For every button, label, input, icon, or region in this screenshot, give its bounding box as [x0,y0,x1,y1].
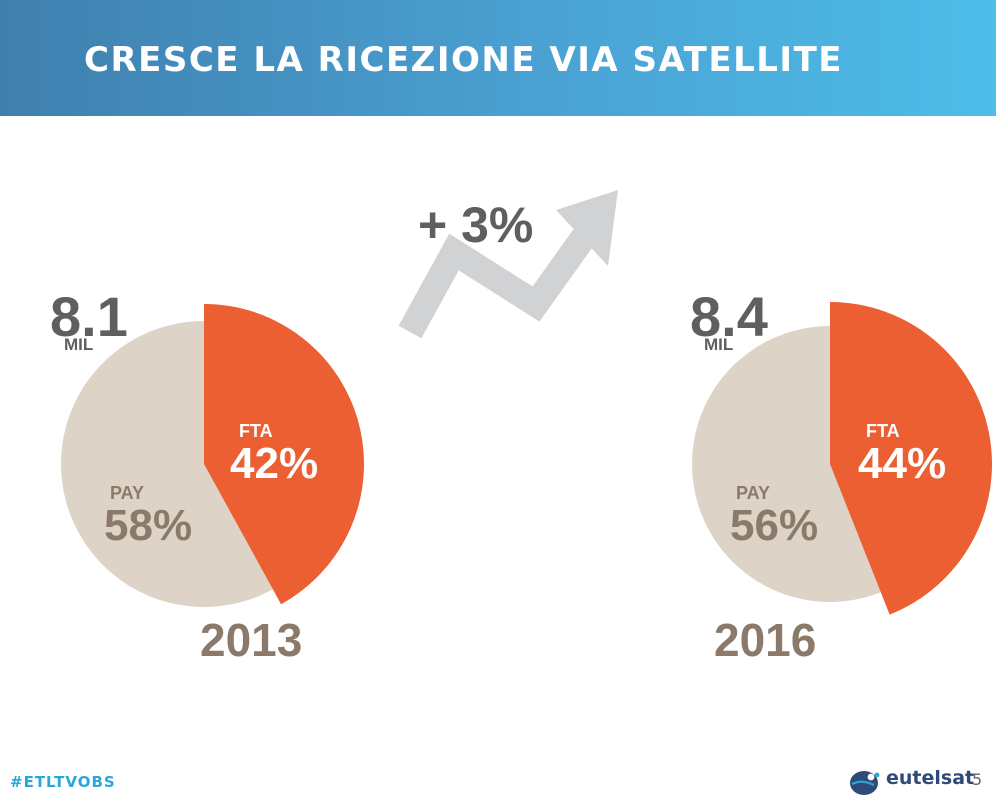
brand-name: eutelsat [886,767,975,789]
pie-slice-pay [691,326,881,603]
pay-slice-name: PAY [736,483,770,503]
total-value: 8.4 [690,285,768,348]
total-unit: MIL [64,335,93,354]
pie-slice-pay [60,321,273,607]
pay-slice-value: 56% [730,501,818,550]
header-banner: CRESCE LA RICEZIONE VIA SATELLITE [0,0,996,116]
page-title: CRESCE LA RICEZIONE VIA SATELLITE [84,40,844,80]
page-number: 5 [972,770,983,789]
fta-slice-value: 44% [858,439,946,488]
trend-up-arrow-icon [398,190,618,339]
trend-arrow-head [556,190,618,266]
pay-slice-name: PAY [110,483,144,503]
year-label: 2016 [714,614,816,666]
pay-slice-value: 58% [104,501,192,550]
total-value: 8.1 [50,285,128,348]
growth-label: + 3% [418,197,533,253]
fta-slice-value: 42% [230,439,318,488]
fta-slice-name: FTA [866,421,900,441]
hashtag: #ETLTVOBS [10,773,116,791]
year-label: 2013 [200,614,302,666]
eutelsat-logo-icon [850,771,880,795]
pie-slice-fta [830,302,992,615]
pie-slice-fta [204,304,365,605]
fta-slice-name: FTA [239,421,273,441]
total-unit: MIL [704,335,733,354]
trend-arrow-line [398,226,597,339]
